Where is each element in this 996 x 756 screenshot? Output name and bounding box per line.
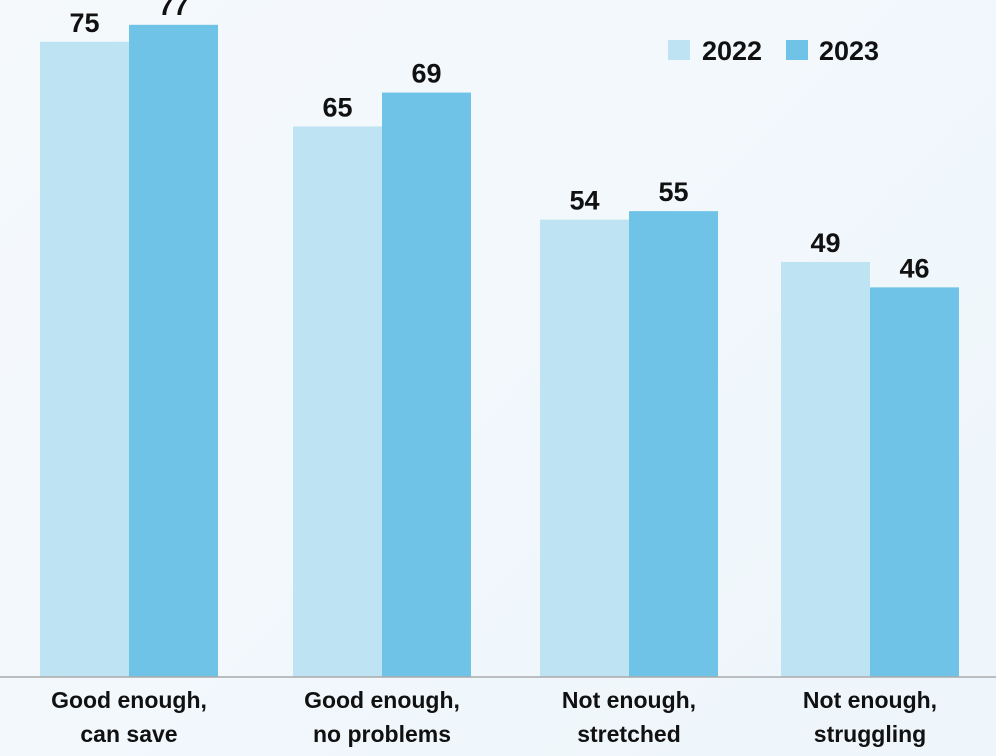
- bar-2022-0: [40, 41, 129, 677]
- category-label-1-line-0: Good enough,: [304, 687, 460, 713]
- value-labels-layer: 75 77 65 69 54 55 49 46: [69, 0, 929, 283]
- category-label-0-line-1: can save: [80, 721, 177, 747]
- bar-2023-0: [129, 24, 218, 678]
- bar-2022-3: [781, 261, 870, 677]
- legend-swatch-2022: [668, 40, 690, 60]
- value-label-2023-3: 46: [899, 253, 929, 283]
- bar-2023-3: [870, 287, 959, 677]
- bar-2022-1: [293, 126, 382, 677]
- value-label-2022-0: 75: [69, 8, 99, 38]
- value-label-2022-1: 65: [322, 92, 352, 122]
- category-label-1-line-1: no problems: [313, 721, 451, 747]
- value-label-2023-2: 55: [658, 177, 688, 207]
- value-label-2022-3: 49: [810, 228, 840, 258]
- category-label-2-line-1: stretched: [577, 721, 681, 747]
- legend-label-2022: 2022: [702, 36, 762, 66]
- category-label-2-line-0: Not enough,: [562, 687, 696, 713]
- value-label-2023-1: 69: [411, 59, 441, 89]
- legend: 2022 2023: [668, 36, 879, 66]
- category-label-3-line-1: struggling: [814, 721, 926, 747]
- value-label-2022-2: 54: [569, 186, 599, 216]
- value-label-2023-0: 77: [158, 0, 188, 21]
- bar-2023-1: [382, 92, 471, 677]
- legend-label-2023: 2023: [819, 36, 879, 66]
- legend-swatch-2023: [786, 40, 808, 60]
- bar-2022-2: [540, 219, 629, 677]
- bars-layer: [40, 24, 959, 678]
- category-label-0-line-0: Good enough,: [51, 687, 207, 713]
- category-label-3-line-0: Not enough,: [803, 687, 937, 713]
- bar-2023-2: [629, 211, 718, 677]
- category-labels-layer: Good enough, can save Good enough, no probl…: [51, 687, 937, 747]
